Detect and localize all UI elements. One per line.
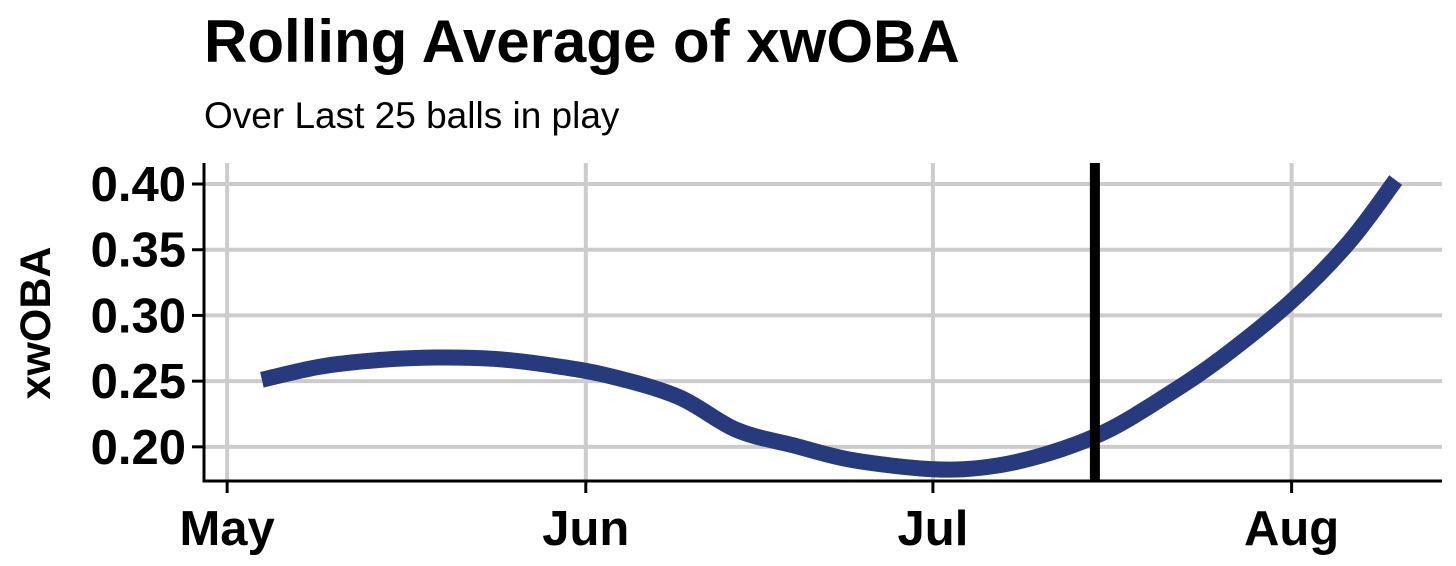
x-tick-label: May: [179, 502, 274, 556]
x-gridlines: [225, 163, 1294, 481]
x-tick-label: Jul: [898, 502, 969, 556]
y-axis-title: xwOBA: [12, 247, 60, 400]
y-tick-labels: 0.20 0.25 0.30 0.35 0.40: [91, 158, 186, 475]
y-tick-label: 0.20: [91, 421, 186, 475]
y-tick-label: 0.30: [91, 289, 186, 343]
series-line-0: [260, 175, 1403, 478]
chart-subtitle: Over Last 25 balls in play: [204, 95, 620, 136]
x-tick-label: Aug: [1244, 502, 1339, 556]
axes: [192, 163, 1442, 493]
series-layer: [260, 175, 1403, 478]
y-tick-label: 0.40: [91, 158, 186, 212]
y-tick-label: 0.25: [91, 355, 186, 409]
y-gridlines: [204, 182, 1442, 449]
y-tick-label: 0.35: [91, 224, 186, 278]
x-tick-label: Jun: [542, 502, 629, 556]
x-tick-labels: May Jun Jul Aug: [179, 502, 1339, 556]
chart-title: Rolling Average of xwOBA: [204, 8, 960, 75]
